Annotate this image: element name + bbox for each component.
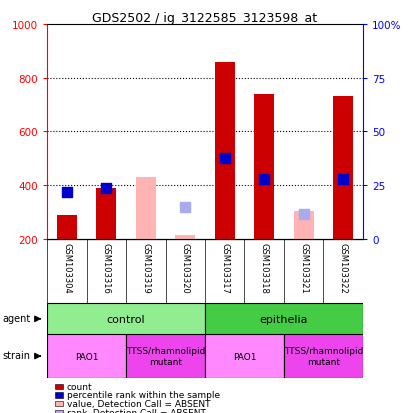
- Text: GSM103322: GSM103322: [338, 243, 347, 293]
- Bar: [57, 216, 76, 240]
- Bar: [214, 62, 234, 240]
- Point: [300, 211, 306, 217]
- Text: GSM103320: GSM103320: [180, 243, 189, 293]
- Text: GSM103317: GSM103317: [220, 243, 229, 294]
- Point: [63, 189, 70, 196]
- Text: GSM103319: GSM103319: [141, 243, 150, 293]
- Text: PAO1: PAO1: [75, 352, 98, 361]
- Bar: [126, 335, 204, 378]
- Text: value, Detection Call = ABSENT: value, Detection Call = ABSENT: [67, 399, 210, 408]
- Bar: [204, 304, 362, 335]
- Text: PAO1: PAO1: [232, 352, 256, 361]
- Point: [339, 176, 346, 183]
- Bar: [55, 401, 63, 406]
- Text: rank, Detection Call = ABSENT: rank, Detection Call = ABSENT: [67, 408, 205, 413]
- Text: agent: agent: [2, 313, 30, 323]
- Text: strain: strain: [2, 350, 30, 360]
- Point: [221, 156, 227, 162]
- Text: TTSS/rhamnolipid
mutant: TTSS/rhamnolipid mutant: [126, 347, 205, 366]
- Point: [182, 204, 188, 211]
- Text: control: control: [106, 314, 145, 324]
- Bar: [283, 335, 362, 378]
- Bar: [55, 410, 63, 413]
- Bar: [47, 335, 126, 378]
- Bar: [96, 188, 116, 240]
- Text: TTSS/rhamnolipid
mutant: TTSS/rhamnolipid mutant: [283, 347, 362, 366]
- Bar: [254, 95, 273, 240]
- Bar: [47, 304, 204, 335]
- Bar: [175, 235, 195, 240]
- Bar: [55, 392, 63, 398]
- Bar: [293, 211, 313, 240]
- Bar: [333, 97, 352, 240]
- Text: GDS2502 / ig_3122585_3123598_at: GDS2502 / ig_3122585_3123598_at: [92, 12, 317, 25]
- Bar: [204, 335, 283, 378]
- Bar: [55, 384, 63, 389]
- Text: epithelia: epithelia: [259, 314, 308, 324]
- Text: GSM103316: GSM103316: [101, 243, 110, 294]
- Text: percentile rank within the sample: percentile rank within the sample: [67, 391, 219, 399]
- Text: GSM103321: GSM103321: [299, 243, 308, 293]
- Point: [103, 185, 109, 192]
- Text: GSM103318: GSM103318: [259, 243, 268, 294]
- Text: count: count: [67, 382, 92, 391]
- Point: [260, 176, 267, 183]
- Bar: [136, 178, 155, 240]
- Text: GSM103304: GSM103304: [62, 243, 71, 293]
